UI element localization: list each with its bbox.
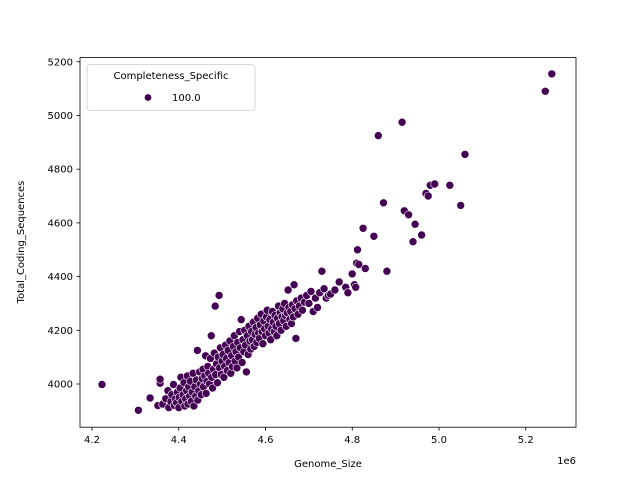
data-points bbox=[97, 69, 557, 415]
data-point bbox=[330, 285, 340, 295]
data-point bbox=[169, 380, 178, 389]
data-point bbox=[354, 260, 364, 269]
x-tick-label: 4.8 bbox=[344, 435, 360, 446]
data-point bbox=[207, 331, 216, 341]
y-tick-label: 5000 bbox=[48, 111, 73, 122]
x-tick-label: 4.2 bbox=[84, 435, 100, 446]
data-point bbox=[214, 291, 224, 300]
data-point bbox=[313, 303, 322, 312]
x-axis-offset-label: 1e6 bbox=[557, 456, 576, 467]
y-axis-ticks: 4000 4200 4400 4600 4800 5000 5200 bbox=[48, 57, 80, 391]
data-point bbox=[193, 346, 202, 355]
data-point bbox=[237, 358, 247, 367]
data-point bbox=[379, 198, 388, 208]
data-point bbox=[304, 299, 314, 308]
data-point bbox=[291, 334, 301, 343]
data-point bbox=[319, 284, 329, 294]
x-axis-ticks: 4.2 4.4 4.6 4.8 5.0 5.2 bbox=[84, 427, 534, 446]
data-point bbox=[397, 117, 407, 127]
x-tick-label: 4.6 bbox=[258, 435, 274, 446]
y-tick-label: 4000 bbox=[48, 380, 73, 391]
data-point bbox=[210, 301, 220, 311]
data-point bbox=[289, 280, 299, 290]
data-point bbox=[460, 150, 470, 159]
data-point bbox=[213, 378, 222, 388]
data-point bbox=[145, 393, 155, 403]
legend-entry-label: 100.0 bbox=[172, 93, 201, 104]
data-point bbox=[423, 191, 433, 201]
data-point bbox=[408, 237, 418, 246]
data-point bbox=[351, 282, 361, 292]
data-point bbox=[189, 401, 199, 411]
data-point bbox=[343, 288, 353, 298]
data-point bbox=[373, 131, 383, 140]
y-tick-label: 5200 bbox=[48, 57, 73, 68]
data-point bbox=[404, 210, 413, 220]
data-point bbox=[456, 201, 466, 210]
x-tick-label: 5.0 bbox=[431, 435, 447, 446]
x-tick-label: 4.4 bbox=[171, 435, 187, 446]
data-point bbox=[266, 335, 276, 345]
data-point bbox=[369, 232, 379, 241]
y-tick-label: 4400 bbox=[48, 272, 73, 283]
data-point bbox=[208, 383, 217, 393]
legend-marker-icon bbox=[144, 94, 152, 101]
data-point bbox=[417, 230, 426, 240]
data-point bbox=[358, 224, 368, 233]
data-point bbox=[298, 305, 307, 315]
data-point bbox=[134, 405, 143, 415]
y-tick-label: 4800 bbox=[48, 165, 73, 176]
data-point bbox=[201, 389, 211, 398]
data-point bbox=[283, 285, 293, 295]
y-axis-label: Total_Coding_Sequences bbox=[16, 181, 27, 305]
legend: Completeness_Specific 100.0 bbox=[86, 64, 256, 111]
data-point bbox=[353, 245, 362, 255]
data-point bbox=[236, 315, 246, 324]
data-point bbox=[445, 181, 455, 190]
data-point bbox=[547, 69, 557, 79]
data-point bbox=[232, 363, 242, 373]
data-point bbox=[382, 266, 392, 276]
data-point bbox=[219, 372, 229, 382]
data-point bbox=[347, 269, 357, 279]
x-axis-label: Genome_Size bbox=[294, 459, 362, 470]
data-point bbox=[317, 266, 327, 276]
data-point bbox=[334, 277, 344, 287]
data-point bbox=[97, 380, 107, 389]
axes-frame bbox=[79, 57, 577, 428]
data-point bbox=[430, 179, 440, 189]
data-point bbox=[155, 374, 165, 384]
x-tick-label: 5.2 bbox=[518, 435, 534, 446]
data-point bbox=[258, 339, 268, 349]
data-point bbox=[410, 219, 420, 229]
legend-title: Completeness_Specific bbox=[113, 71, 228, 82]
data-point bbox=[306, 287, 316, 296]
legend-box bbox=[86, 64, 256, 111]
data-point bbox=[242, 367, 251, 377]
y-tick-label: 4200 bbox=[48, 326, 73, 337]
data-point bbox=[360, 264, 370, 273]
data-point bbox=[540, 87, 550, 96]
y-tick-label: 4600 bbox=[48, 218, 73, 229]
